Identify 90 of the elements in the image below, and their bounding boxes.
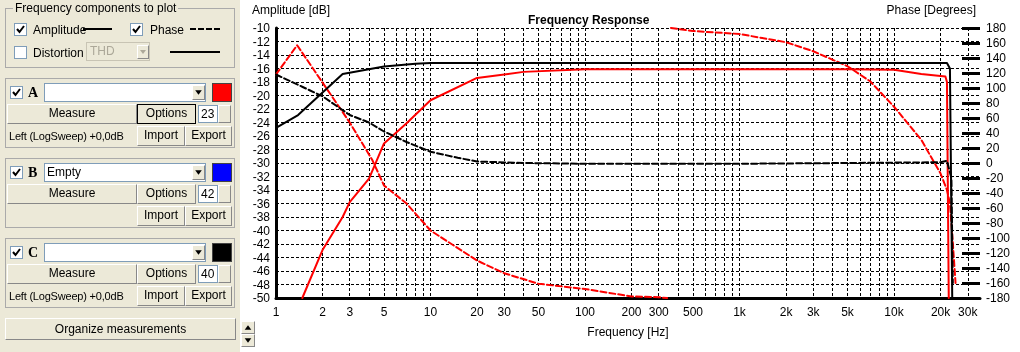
x-tick-label: 20	[470, 305, 485, 319]
y-tick-label: -28	[252, 142, 271, 157]
text: Measure	[7, 104, 137, 124]
y2-tick-label: -100	[986, 231, 1011, 245]
text: Export	[185, 286, 232, 306]
y2-tick-label: 40	[986, 126, 1000, 140]
x-tick-label: 10k	[884, 305, 905, 319]
y2-tick-label: 20	[986, 141, 1000, 155]
y2-tick-label: 120	[986, 66, 1007, 80]
x-tick-label: 30k	[958, 305, 979, 319]
x-tick-label: 100	[575, 305, 596, 319]
y-tick-label: -46	[252, 264, 271, 278]
x-tick-label: 2	[319, 305, 327, 319]
y-tick-label: -48	[252, 277, 271, 292]
text: Options	[137, 184, 196, 204]
y2-tick-label: 160	[986, 36, 1007, 50]
y-tick-label: -44	[252, 250, 271, 265]
text: Import	[137, 126, 185, 146]
y-tick-label: -10	[252, 21, 271, 35]
y2-tick-label: -160	[986, 276, 1011, 290]
x-tick-label: 3k	[806, 305, 821, 319]
y2-tick-label: -40	[986, 186, 1004, 200]
text: Empty	[47, 165, 82, 179]
text: C	[28, 245, 40, 261]
text: Amplitude	[33, 23, 87, 37]
y-tick-label: -14	[252, 48, 271, 62]
text: Options	[137, 104, 196, 124]
y-tick-label: -42	[252, 237, 271, 251]
y2-tick-label: 100	[986, 81, 1007, 95]
y2-tick-label: -140	[986, 261, 1011, 275]
y2-tick-label: 60	[986, 111, 1000, 125]
y-tick-label: -18	[252, 75, 271, 89]
y-tick-label: -16	[252, 61, 271, 76]
y-tick-label: -38	[252, 210, 271, 224]
text: 23	[198, 105, 218, 123]
y-tick-label: -22	[252, 102, 271, 116]
y-tick-label: -34	[252, 183, 271, 197]
x-tick-label: 300	[648, 305, 670, 319]
x-tick-label: 200	[621, 305, 642, 319]
y-tick-label: -20	[252, 88, 271, 103]
x-tick-label: 3	[346, 305, 354, 319]
y2-tick-label: 180	[986, 21, 1007, 35]
x-tick-label: 30	[497, 305, 512, 319]
x-tick-label: 20k	[930, 305, 952, 319]
text: Measure	[7, 264, 137, 284]
y-tick-label: -26	[252, 129, 271, 143]
x-tick-label: 50	[531, 305, 546, 319]
chart-title: Frequency Response	[528, 13, 650, 27]
text: Phase	[150, 23, 185, 37]
text: 42	[198, 185, 218, 203]
y2-axis-title: Phase [Degrees]	[886, 3, 976, 17]
text: Frequency components to plot	[13, 1, 179, 15]
y-tick-label: -12	[252, 34, 271, 49]
y-tick-label: -32	[252, 169, 271, 184]
text: B	[28, 165, 39, 181]
y2-tick-label: -180	[986, 291, 1011, 305]
text: Import	[137, 286, 185, 306]
y2-tick-label: -20	[986, 171, 1004, 185]
text: Distortion	[33, 46, 84, 60]
y-tick-label: -24	[252, 115, 271, 130]
y-tick-label: -50	[252, 291, 271, 305]
text: Organize measurements	[5, 318, 236, 340]
y2-tick-label: -80	[986, 216, 1004, 230]
y-tick-label: -36	[252, 196, 271, 211]
x-tick-label: 5k	[841, 305, 855, 319]
x-tick-label: 1k	[733, 305, 747, 319]
text: 40	[198, 265, 218, 283]
x-tick-label: 1	[272, 305, 280, 319]
y2-tick-label: 140	[986, 51, 1007, 65]
y-axis-title: Amplitude [dB]	[252, 3, 331, 17]
text: Left (LogSweep) +0,0dB	[9, 290, 124, 304]
y-tick-label: -40	[252, 223, 271, 238]
x-tick-label: 500	[683, 305, 704, 319]
y2-tick-label: -60	[986, 201, 1004, 215]
text: Export	[185, 126, 232, 146]
text: Import	[137, 206, 185, 226]
text: Measure	[7, 184, 137, 204]
y2-tick-label: -120	[986, 246, 1011, 260]
y2-tick-label: 0	[986, 156, 993, 170]
x-axis-title: Frequency [Hz]	[587, 325, 669, 339]
x-tick-label: 5	[380, 305, 388, 319]
text: Export	[185, 206, 232, 226]
x-tick-label: 10	[423, 305, 438, 319]
y2-tick-label: 80	[986, 96, 1000, 110]
y-tick-label: -30	[252, 156, 271, 170]
x-tick-label: 2k	[779, 305, 794, 319]
text: A	[28, 85, 40, 101]
text: Options	[137, 264, 196, 284]
text: Left (LogSweep) +0,0dB	[9, 130, 124, 144]
text: THD	[90, 44, 115, 58]
